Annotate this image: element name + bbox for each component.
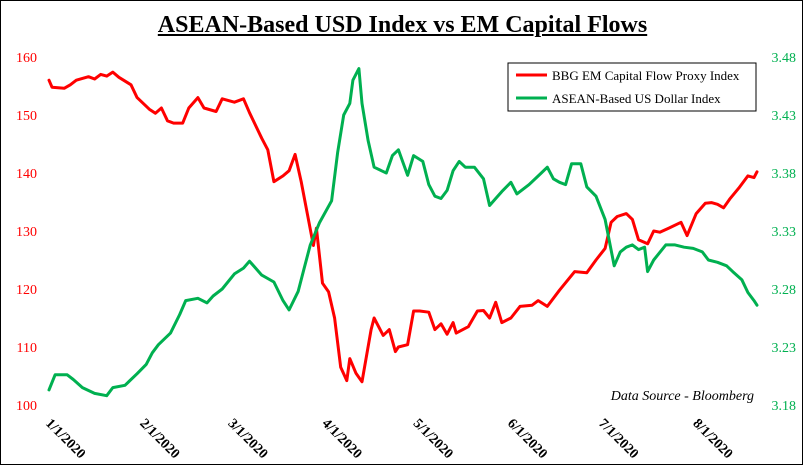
x-axis-tick-label: 2/1/2020 [136,416,182,462]
x-axis-tick-label: 3/1/2020 [224,416,270,462]
right-axis-tick-label: 3.28 [772,283,797,298]
series-layer [47,67,759,398]
left-axis-tick-label: 110 [17,341,37,356]
right-axis-tick-label: 3.18 [772,399,797,414]
x-axis-tick-label: 1/1/2020 [42,416,88,462]
x-axis-tick-label: 6/1/2020 [504,416,550,462]
series-line-capital-flow [47,70,759,384]
right-axis-tick-label: 3.43 [772,109,797,124]
left-axis-tick-label: 160 [16,51,37,66]
left-axis-tick-label: 120 [16,283,37,298]
left-axis-tick-label: 150 [16,109,37,124]
legend-box [507,62,757,112]
right-axis-tick-label: 3.38 [772,167,797,182]
left-axis-tick-label: 140 [16,167,37,182]
legend-label-usd-index: ASEAN-Based US Dollar Index [552,91,721,106]
x-axis-tick-label: 7/1/2020 [595,416,641,462]
x-axis-tick-label: 8/1/2020 [689,416,735,462]
legend: BBG EM Capital Flow Proxy Index ASEAN-Ba… [507,62,757,112]
x-axis-tick-label: 4/1/2020 [319,416,365,462]
right-axis-tick-label: 3.33 [772,225,797,240]
chart-title: ASEAN-Based USD Index vs EM Capital Flow… [157,12,648,38]
x-axis-tick-label: 5/1/2020 [410,416,456,462]
right-axis-tick-label: 3.23 [772,341,797,356]
right-axis-tick-label: 3.48 [772,51,797,66]
data-source-note: Data Source - Bloomberg [610,389,754,404]
left-axis-tick-label: 100 [16,399,37,414]
series-line-usd-index [47,67,759,398]
legend-label-capital-flow: BBG EM Capital Flow Proxy Index [552,68,740,83]
left-axis-tick-label: 130 [16,225,37,240]
